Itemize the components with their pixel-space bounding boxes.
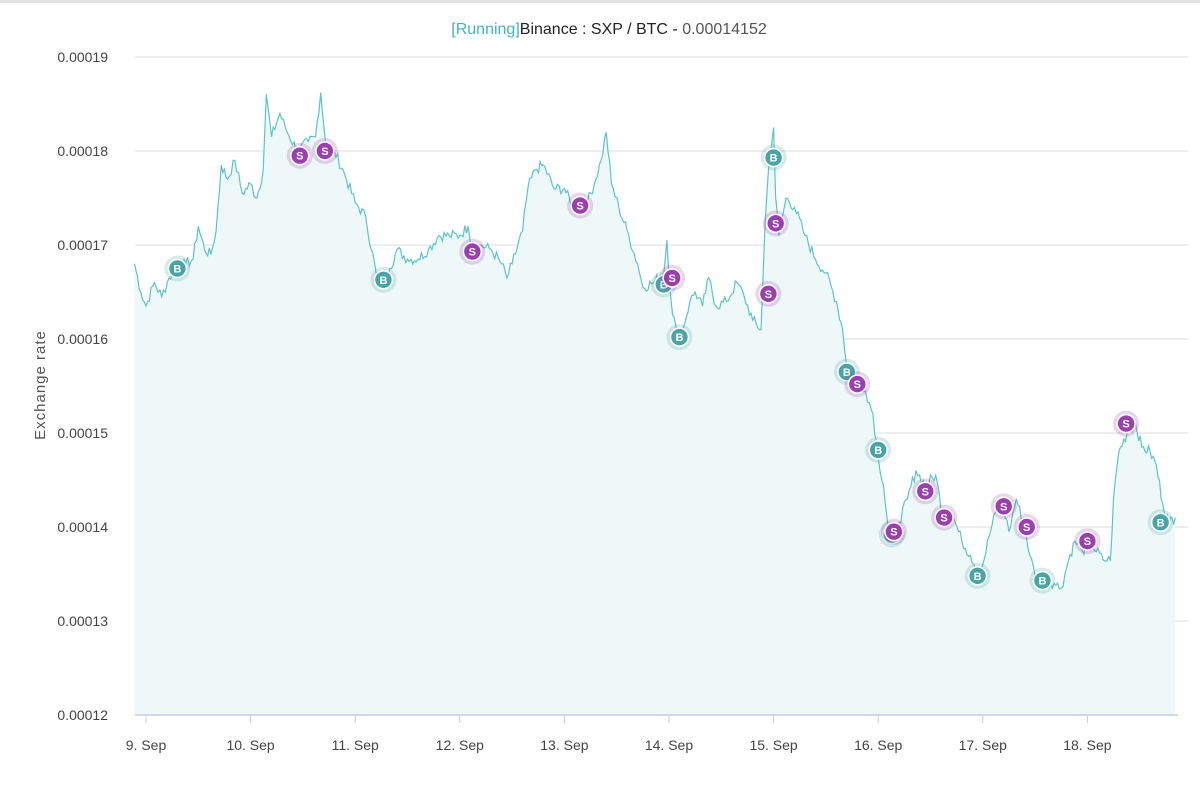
chart-title-status: [Running] [451,21,520,38]
chart-title-value: 0.00014152 [682,21,767,38]
svg-text:S: S [1000,501,1007,513]
y-axis-label: Exchange rate [32,330,49,440]
svg-text:B: B [675,332,683,344]
sell-marker: S [659,264,686,291]
svg-text:S: S [576,201,583,213]
svg-text:S: S [940,513,947,525]
y-tick-label: 0.00018 [57,143,108,159]
sell-marker: S [844,371,871,398]
y-axis-ticks: 0.00012 0.00013 0.00014 0.00015 0.00016 0.000… [57,49,108,723]
svg-text:B: B [379,275,387,287]
svg-text:S: S [1084,536,1091,548]
svg-text:S: S [772,218,779,230]
sell-marker: S [755,280,782,307]
sell-marker: S [459,238,486,265]
sell-marker: S [1074,528,1101,555]
svg-text:S: S [296,151,303,163]
top-border [0,0,1200,3]
svg-text:S: S [469,247,476,259]
x-tick-label: 15. Sep [749,737,797,753]
buy-marker: B [1147,509,1174,536]
x-axis-ticks: 9. Sep 10. Sep 11. Sep 12. Sep 13. Sep 14. Se… [126,715,1112,753]
x-tick-label: 16. Sep [854,737,902,753]
sell-marker: S [1113,410,1140,437]
x-tick-label: 17. Sep [959,737,1007,753]
svg-text:B: B [974,571,982,583]
sell-marker: S [880,518,907,545]
sell-marker: S [912,478,939,505]
svg-text:B: B [874,445,882,457]
y-tick-label: 0.00019 [57,49,108,65]
svg-text:S: S [922,486,929,498]
svg-text:B: B [770,153,778,165]
x-tick-label: 13. Sep [540,737,588,753]
svg-text:S: S [1023,522,1030,534]
chart-title-main: Binance : SXP / BTC - [520,21,682,38]
svg-text:B: B [1038,576,1046,588]
x-tick-label: 10. Sep [226,737,274,753]
svg-text:B: B [843,367,851,379]
y-tick-label: 0.00014 [57,519,108,535]
sell-marker: S [1013,514,1040,540]
buy-marker: B [370,266,397,293]
buy-marker: B [865,436,892,463]
sell-marker: S [931,504,958,531]
x-tick-label: 11. Sep [332,737,379,753]
sell-marker: S [567,192,594,219]
buy-marker: B [164,255,191,282]
y-tick-label: 0.00015 [57,425,108,441]
buy-marker: B [760,144,787,171]
buy-marker: B [1029,567,1056,594]
x-tick-label: 12. Sep [436,737,484,753]
x-tick-label: 18. Sep [1063,737,1111,753]
chart-title: [Running]Binance : SXP / BTC - 0.0001415… [451,21,767,38]
svg-text:S: S [765,289,772,301]
y-tick-label: 0.00012 [57,707,108,723]
svg-text:S: S [668,273,675,285]
svg-text:B: B [173,264,181,276]
y-tick-label: 0.00017 [57,237,108,253]
svg-text:B: B [1157,517,1165,529]
buy-marker: B [666,324,693,351]
sell-marker: S [762,210,789,237]
x-tick-label: 9. Sep [126,737,167,753]
svg-text:B: B [660,279,668,291]
svg-text:S: S [1122,419,1129,431]
sell-marker: S [286,142,313,169]
series-area [134,92,1176,715]
sell-marker: S [311,138,338,164]
y-tick-label: 0.00013 [57,613,108,629]
sell-marker: S [990,493,1017,520]
x-tick-label: 14. Sep [645,737,693,753]
buy-marker: B [964,562,991,589]
svg-text:S: S [854,379,861,391]
trade-markers: BSSBSSBSBSBSBSBBSSSBSSBSSB [164,138,1174,594]
y-tick-label: 0.00016 [57,331,108,347]
svg-text:S: S [321,146,328,158]
svg-text:S: S [890,527,897,539]
